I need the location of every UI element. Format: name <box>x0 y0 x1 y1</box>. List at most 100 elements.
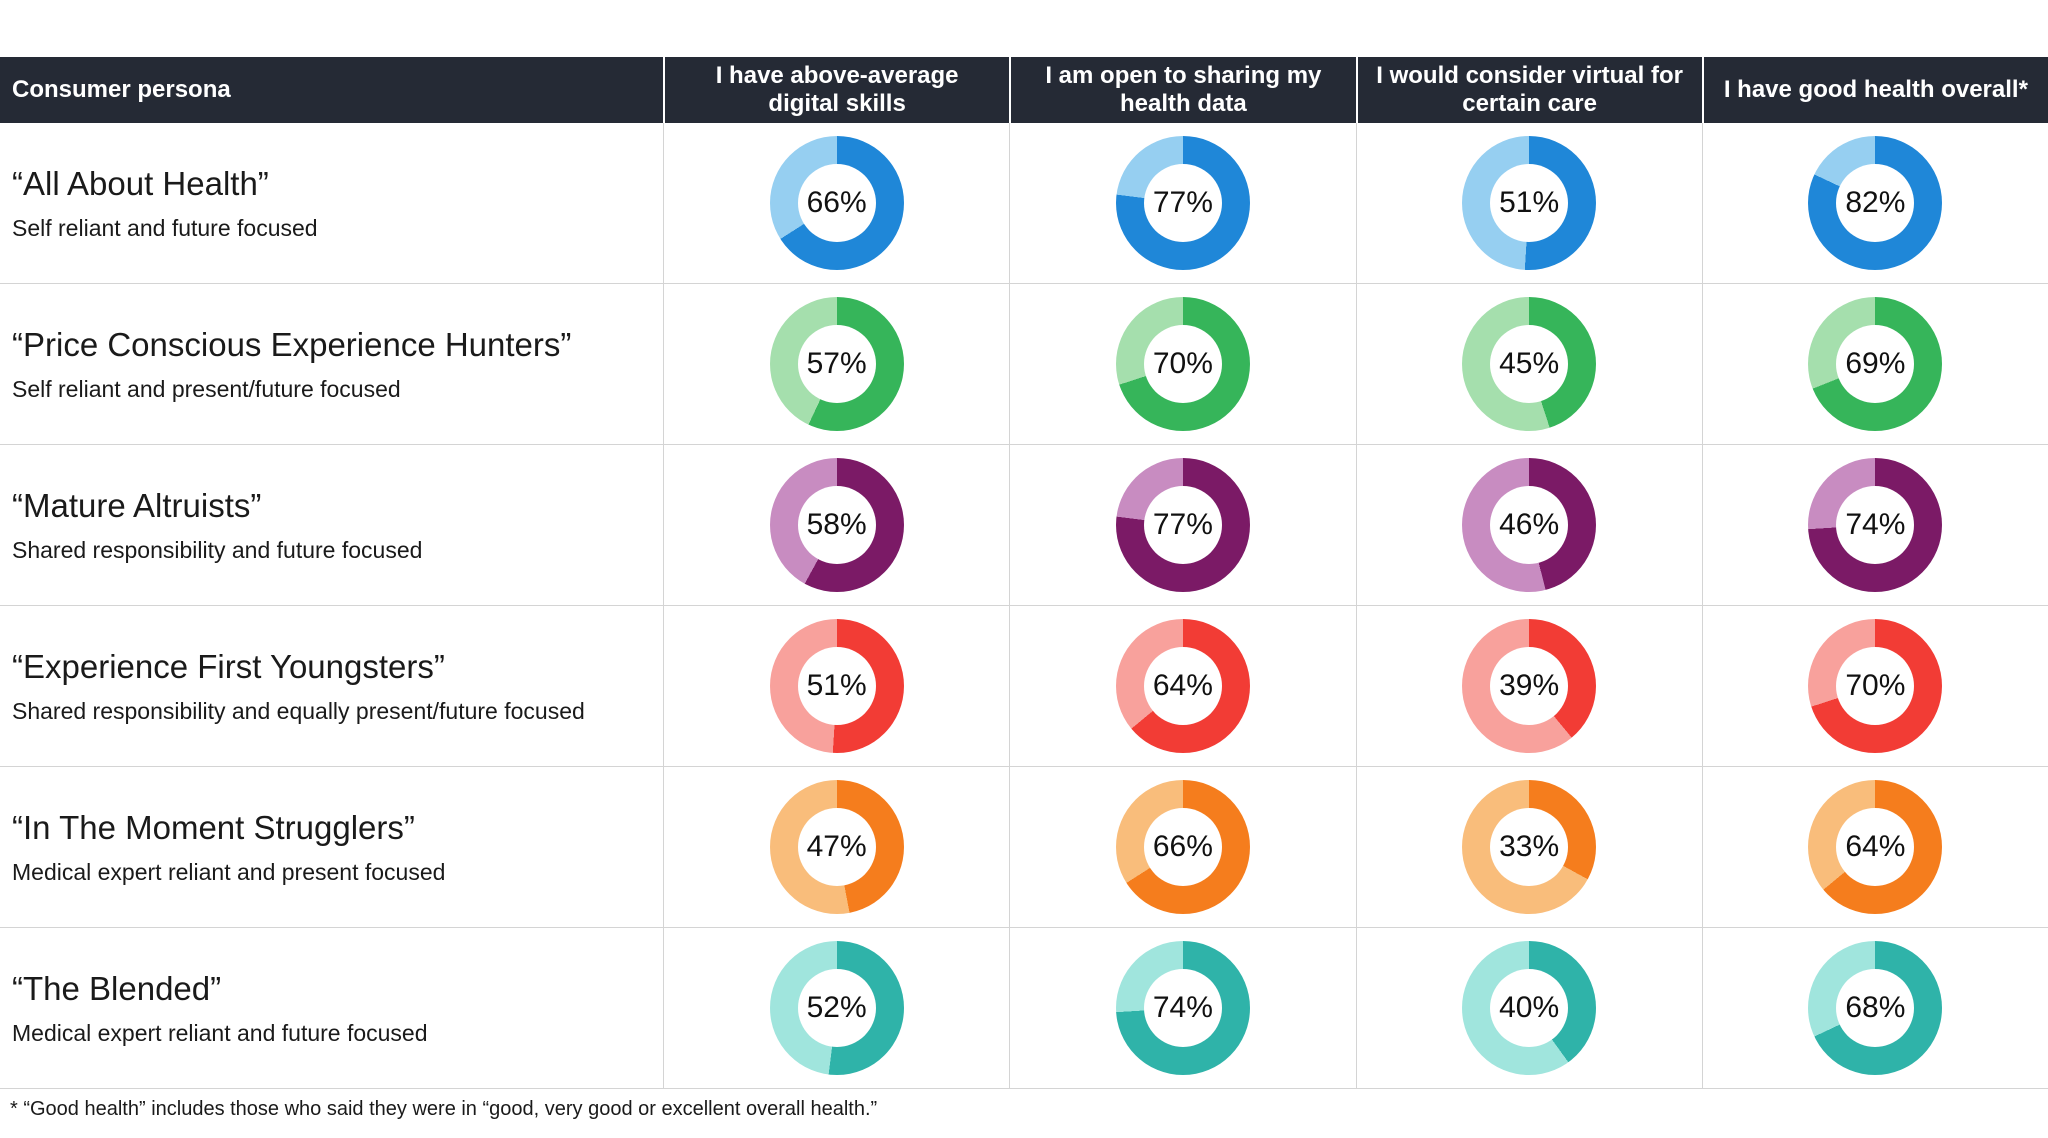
donut-chart: 82% <box>1808 136 1943 270</box>
donut-chart: 77% <box>1115 136 1250 270</box>
table-row: “Mature Altruists” Shared responsibility… <box>0 445 2048 606</box>
donut-chart: 66% <box>1115 780 1250 914</box>
donut-value: 57% <box>806 347 867 380</box>
donut-hole: 51% <box>797 647 876 725</box>
donut-value: 74% <box>1845 508 1906 541</box>
donut-cell: 47% <box>663 767 1009 927</box>
persona-cell: “Price Conscious Experience Hunters” Sel… <box>0 284 663 444</box>
donut-hole: 64% <box>1836 808 1915 886</box>
donut-cell: 40% <box>1355 928 1702 1088</box>
donut-chart: 70% <box>1808 619 1943 753</box>
persona-cell: “Experience First Youngsters” Shared res… <box>0 606 663 766</box>
persona-subtitle: Medical expert reliant and future focuse… <box>12 1019 428 1046</box>
donut-hole: 74% <box>1836 486 1915 564</box>
donut-cell: 39% <box>1355 606 1702 766</box>
donut-value: 47% <box>806 830 867 863</box>
donut-chart: 51% <box>769 619 904 753</box>
donut-cell: 52% <box>663 928 1009 1088</box>
donut-cell: 33% <box>1355 767 1702 927</box>
donut-chart: 52% <box>769 941 904 1075</box>
persona-cell: “The Blended” Medical expert reliant and… <box>0 928 663 1088</box>
persona-title: “In The Moment Strugglers” <box>12 808 415 846</box>
donut-hole: 69% <box>1836 325 1915 403</box>
donut-value: 68% <box>1845 991 1906 1024</box>
donut-cell: 74% <box>1009 928 1355 1088</box>
donut-chart: 64% <box>1808 780 1943 914</box>
donut-value: 66% <box>1152 830 1213 863</box>
donut-chart: 40% <box>1462 941 1597 1075</box>
persona-title: “The Blended” <box>12 969 222 1007</box>
donut-hole: 33% <box>1490 808 1569 886</box>
donut-cell: 66% <box>663 123 1009 283</box>
footnote: * “Good health” includes those who said … <box>10 1098 878 1120</box>
persona-title: “Price Conscious Experience Hunters” <box>12 325 572 363</box>
donut-cell: 70% <box>1009 284 1355 444</box>
table-row: “Price Conscious Experience Hunters” Sel… <box>0 284 2048 445</box>
donut-hole: 47% <box>797 808 876 886</box>
persona-cell: “Mature Altruists” Shared responsibility… <box>0 445 663 605</box>
table-row: “In The Moment Strugglers” Medical exper… <box>0 767 2048 928</box>
donut-chart: 77% <box>1115 458 1250 592</box>
donut-value: 70% <box>1845 669 1906 702</box>
donut-cell: 74% <box>1701 445 2048 605</box>
donut-cell: 77% <box>1009 445 1355 605</box>
persona-table: Consumer persona I have above-average di… <box>0 57 2048 1089</box>
donut-hole: 46% <box>1490 486 1569 564</box>
donut-value: 64% <box>1845 830 1906 863</box>
donut-value: 74% <box>1152 991 1213 1024</box>
column-header-good-health: I have good health overall* <box>1701 57 2048 123</box>
donut-chart: 58% <box>769 458 904 592</box>
donut-hole: 45% <box>1490 325 1569 403</box>
donut-hole: 82% <box>1836 164 1915 242</box>
donut-cell: 46% <box>1355 445 1702 605</box>
column-header-digital-skills: I have above-average digital skills <box>663 57 1009 123</box>
donut-chart: 33% <box>1462 780 1597 914</box>
donut-chart: 51% <box>1462 136 1597 270</box>
donut-chart: 66% <box>769 136 904 270</box>
donut-hole: 66% <box>1143 808 1222 886</box>
persona-subtitle: Self reliant and future focused <box>12 214 318 241</box>
donut-value: 40% <box>1499 991 1560 1024</box>
persona-subtitle: Self reliant and present/future focused <box>12 375 401 402</box>
donut-hole: 52% <box>797 969 876 1047</box>
persona-title: “Mature Altruists” <box>12 486 262 524</box>
donut-chart: 47% <box>769 780 904 914</box>
donut-cell: 51% <box>663 606 1009 766</box>
donut-value: 77% <box>1152 186 1213 219</box>
persona-subtitle: Shared responsibility and equally presen… <box>12 697 585 724</box>
column-header-consumer-persona: Consumer persona <box>12 75 231 103</box>
donut-value: 69% <box>1845 347 1906 380</box>
donut-chart: 57% <box>769 297 904 431</box>
donut-chart: 70% <box>1115 297 1250 431</box>
donut-value: 70% <box>1152 347 1213 380</box>
donut-chart: 74% <box>1115 941 1250 1075</box>
donut-value: 33% <box>1499 830 1560 863</box>
donut-value: 52% <box>806 991 867 1024</box>
donut-hole: 77% <box>1143 486 1222 564</box>
column-header-consider-virtual: I would consider virtual for certain car… <box>1355 57 1702 123</box>
donut-value: 82% <box>1845 186 1906 219</box>
donut-hole: 70% <box>1836 647 1915 725</box>
donut-chart: 39% <box>1462 619 1597 753</box>
table-body: “All About Health” Self reliant and futu… <box>0 123 2048 1089</box>
donut-value: 58% <box>806 508 867 541</box>
donut-cell: 64% <box>1009 606 1355 766</box>
donut-cell: 69% <box>1701 284 2048 444</box>
donut-hole: 70% <box>1143 325 1222 403</box>
donut-value: 66% <box>806 186 867 219</box>
donut-cell: 57% <box>663 284 1009 444</box>
persona-cell: “All About Health” Self reliant and futu… <box>0 123 663 283</box>
persona-title: “All About Health” <box>12 164 269 202</box>
donut-cell: 77% <box>1009 123 1355 283</box>
table-row: “All About Health” Self reliant and futu… <box>0 123 2048 284</box>
persona-title: “Experience First Youngsters” <box>12 647 445 685</box>
donut-hole: 57% <box>797 325 876 403</box>
table-header: Consumer persona I have above-average di… <box>0 57 2048 123</box>
donut-cell: 58% <box>663 445 1009 605</box>
donut-hole: 74% <box>1143 969 1222 1047</box>
column-header-sharing-health-data: I am open to sharing my health data <box>1009 57 1355 123</box>
donut-hole: 58% <box>797 486 876 564</box>
donut-value: 51% <box>1499 186 1560 219</box>
donut-hole: 51% <box>1490 164 1569 242</box>
persona-cell: “In The Moment Strugglers” Medical exper… <box>0 767 663 927</box>
